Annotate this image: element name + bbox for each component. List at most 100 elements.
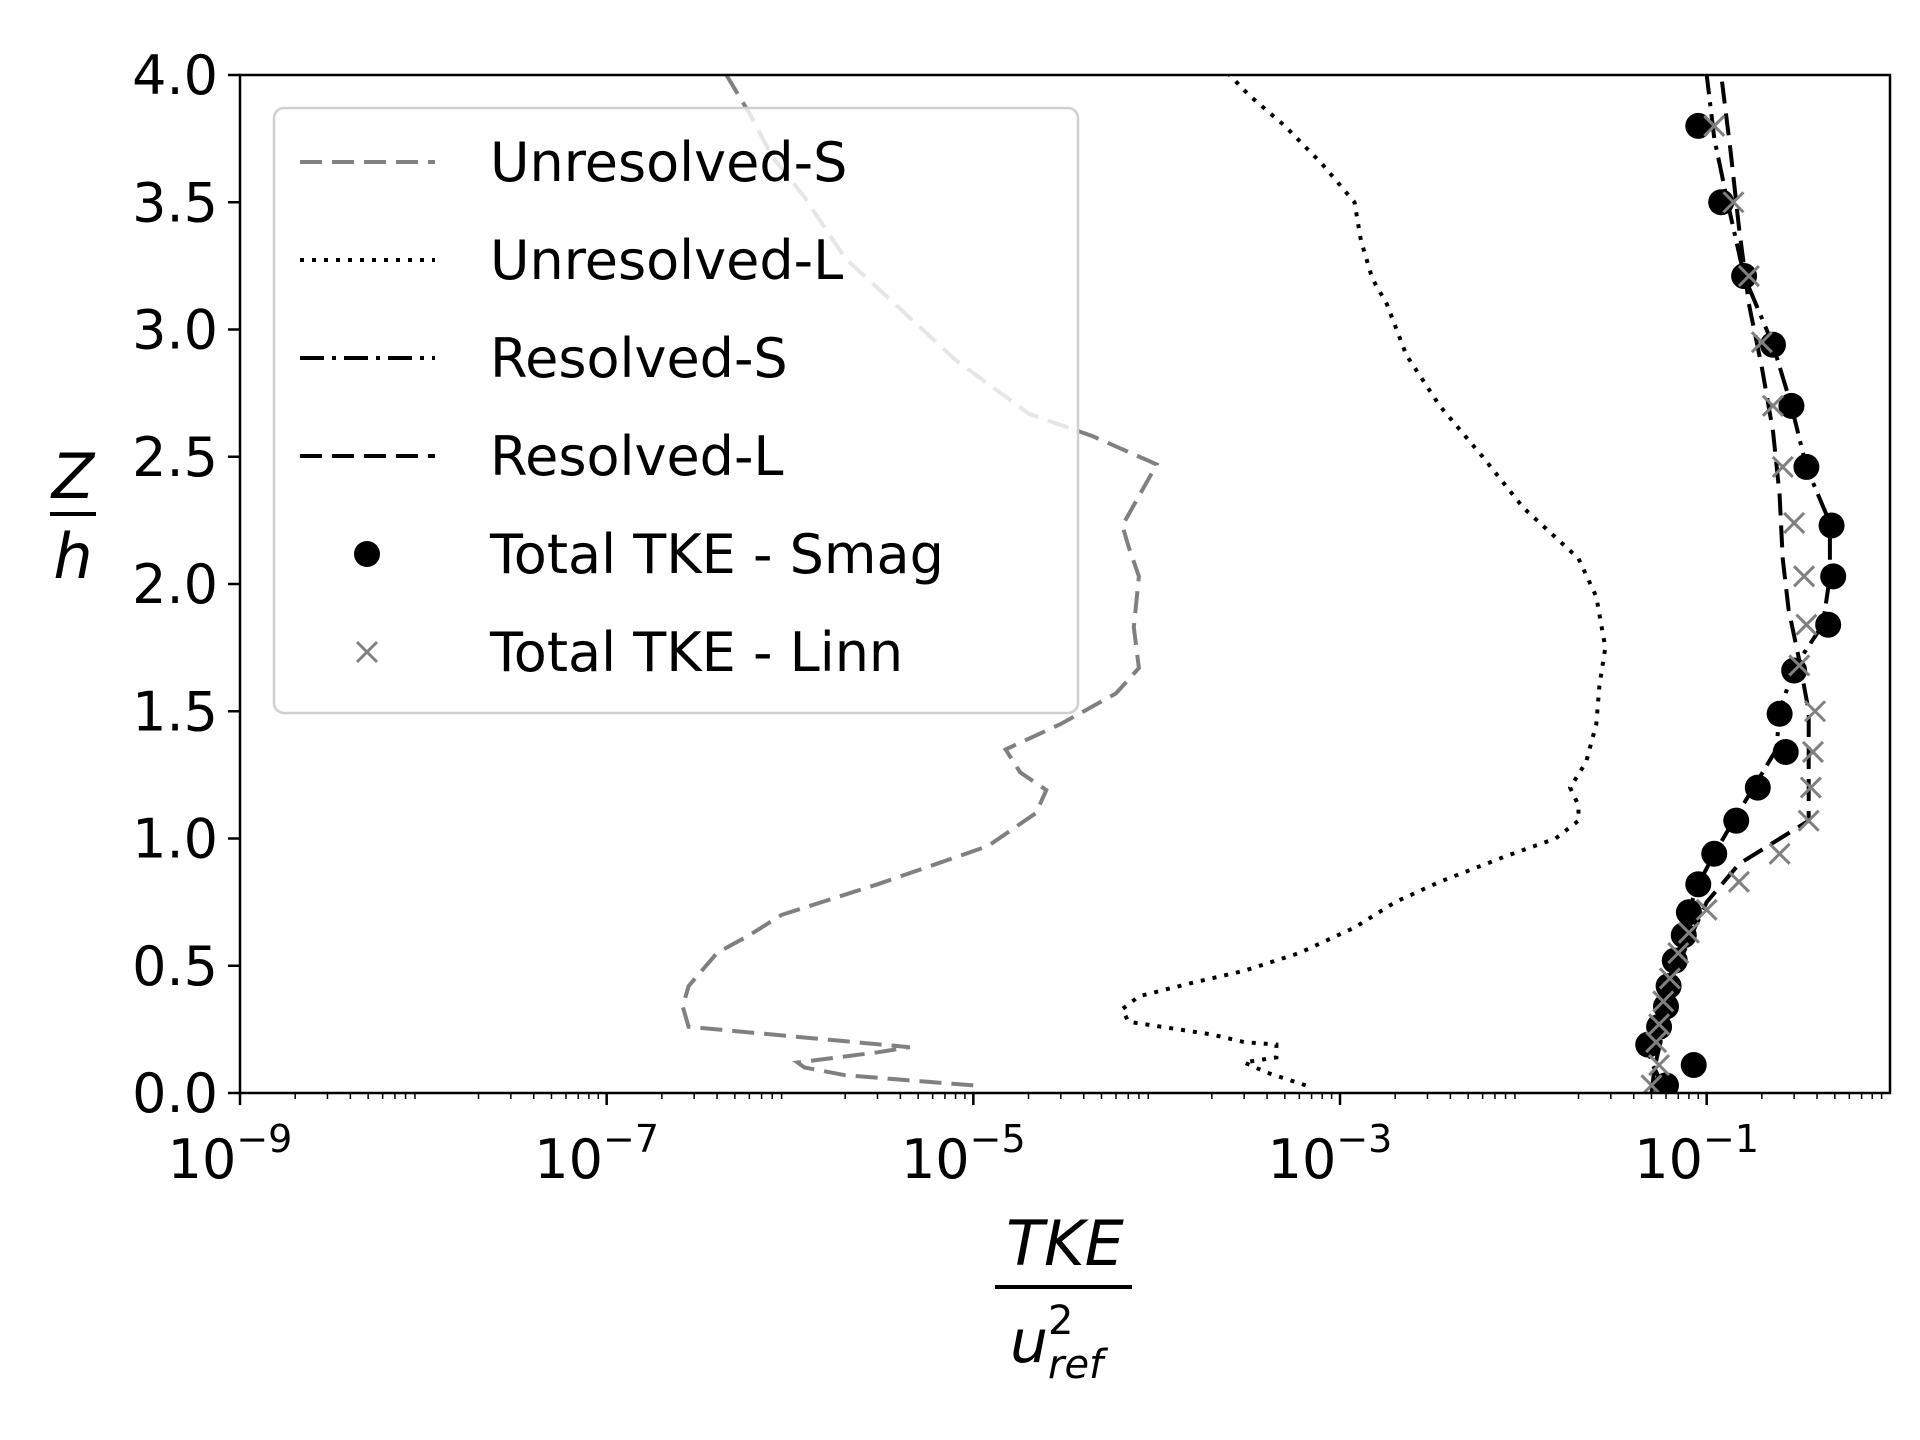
data-point-total-tke-smag [1818,512,1845,539]
legend-label-total-tke-smag: Total TKE - Smag [489,523,944,586]
data-point-total-tke-smag [1708,189,1735,216]
legend-swatch-total-tke-smag [354,541,380,567]
y-tick-label-6: 3.0 [132,299,218,362]
x-tick-label-2: 10−5 [901,1117,1026,1191]
data-point-total-tke-linn [1761,394,1785,417]
data-point-total-tke-smag [1701,840,1728,867]
legend-label-unresolved-s: Unresolved-S [490,131,847,194]
x-axis-label-superscript: 2 [1048,1298,1073,1344]
y-tick-label-5: 2.5 [132,426,218,489]
x-tick-label-exponent: −5 [970,1117,1026,1161]
series-line-unresolved-l [1119,75,1608,1088]
x-axis-label-numerator: TKE [1006,1207,1125,1280]
data-point-total-tke-smag [1766,700,1793,727]
data-point-total-tke-linn [1801,740,1825,764]
y-tick-label-4: 2.0 [132,553,218,616]
y-axis-label-denominator: h [53,520,92,593]
data-point-total-tke-linn [1750,331,1773,354]
legend-entry-total-tke-linn: Total TKE - Linn [355,621,903,684]
x-tick-label-base: 10 [1634,1128,1703,1191]
x-axis-label-denominator: u [1010,1307,1048,1377]
data-point-total-tke-smag [1744,774,1771,801]
data-point-total-tke-smag [1778,392,1805,419]
y-tick-label-1: 0.5 [132,935,218,998]
data-point-total-tke-linn [1695,898,1718,921]
data-point-total-tke-smag [1680,1052,1707,1079]
data-point-total-tke-smag [1652,993,1679,1020]
data-point-total-tke-linn [1788,654,1811,677]
y-tick-label-8: 4.0 [132,44,218,107]
data-point-total-tke-smag [1670,922,1697,949]
legend-label-total-tke-linn: Total TKE - Linn [489,621,903,684]
series-total-tke-smag [1635,112,1847,1093]
legend-entry-unresolved-l: Unresolved-L [300,229,843,292]
legend-entry-resolved-s: Resolved-S [300,327,788,390]
data-point-total-tke-smag [1772,738,1799,765]
x-tick-label-3: 10−3 [1268,1117,1393,1191]
data-point-total-tke-smag [1820,563,1847,590]
data-point-total-tke-linn [1703,114,1726,137]
x-tick-label-1: 10−7 [534,1117,659,1191]
x-tick-label-4: 10−1 [1634,1117,1759,1191]
series-layer [680,75,1847,1093]
y-axis-label: Z h [50,440,96,593]
data-point-total-tke-linn [1795,613,1818,636]
data-point-total-tke-linn [1768,842,1791,865]
data-point-total-tke-linn [1797,809,1820,832]
x-axis: 10−9 10−7 10−5 10−3 10−1 [168,1093,1883,1191]
x-tick-label-exponent: −7 [603,1117,659,1161]
data-point-total-tke-smag [1815,611,1842,638]
x-tick-label-base: 10 [168,1128,237,1191]
y-tick-label-0: 0.0 [132,1062,218,1125]
series-line-resolved-l [1649,75,1811,1093]
data-point-total-tke-linn [1648,1053,1671,1077]
x-tick-label-0: 10−9 [168,1117,293,1191]
data-point-total-tke-smag [1675,899,1702,926]
data-point-total-tke-linn [1803,700,1827,723]
x-axis-label-base: u [1010,1307,1048,1377]
legend-frame [272,106,1080,715]
data-point-total-tke-linn [1648,1013,1671,1036]
x-tick-label-exponent: −3 [1336,1117,1392,1161]
x-tick-label-base: 10 [1268,1128,1337,1191]
data-point-total-tke-smag [1793,453,1820,480]
data-point-total-tke-linn [1658,967,1681,990]
data-point-total-tke-smag [1731,263,1758,290]
x-tick-label-base: 10 [534,1128,603,1191]
data-point-total-tke-linn [1783,511,1806,534]
series-unresolved-l [1119,75,1608,1088]
x-axis-label: TKE u 2 ref [995,1207,1132,1388]
x-tick-label-exponent: −1 [1703,1117,1759,1161]
series-unresolved-s [680,75,1160,1088]
data-point-total-tke-linn [1677,921,1700,944]
legend-entry-total-tke-smag: Total TKE - Smag [354,523,944,586]
data-point-total-tke-linn [1727,870,1751,893]
legend-swatch-total-tke-linn [355,640,379,664]
legend-entry-unresolved-s: Unresolved-S [300,131,847,194]
data-point-total-tke-linn [1667,941,1690,965]
legend-entry-resolved-l: Resolved-L [300,425,784,488]
y-tick-label-2: 1.0 [132,808,218,871]
legend-label-resolved-s: Resolved-S [490,327,788,390]
data-point-total-tke-smag [1723,807,1750,834]
y-axis: 0.0 0.5 1.0 1.5 2.0 2.5 3.0 3.5 4.0 [132,44,240,1125]
data-point-total-tke-smag [1685,871,1712,898]
x-tick-label-base: 10 [901,1128,970,1191]
series-line-unresolved-s [680,75,1160,1088]
data-point-total-tke-smag [1685,112,1712,139]
data-point-total-tke-linn [1799,776,1822,799]
y-axis-label-numerator: Z [50,440,96,513]
series-resolved-l [1649,75,1811,1093]
y-tick-label-7: 3.5 [132,171,218,234]
y-tick-label-3: 1.5 [132,680,218,743]
data-point-total-tke-linn [1722,191,1745,214]
data-point-total-tke-linn [1737,264,1760,288]
series-total-tke-linn [1640,114,1827,1093]
data-point-total-tke-linn [1771,455,1794,478]
data-point-total-tke-linn [1793,565,1816,588]
x-axis-label-subscript: ref [1048,1342,1109,1388]
x-tick-label-exponent: −9 [236,1117,292,1161]
data-point-total-tke-linn [1645,1031,1668,1054]
legend-label-unresolved-l: Unresolved-L [490,229,843,292]
